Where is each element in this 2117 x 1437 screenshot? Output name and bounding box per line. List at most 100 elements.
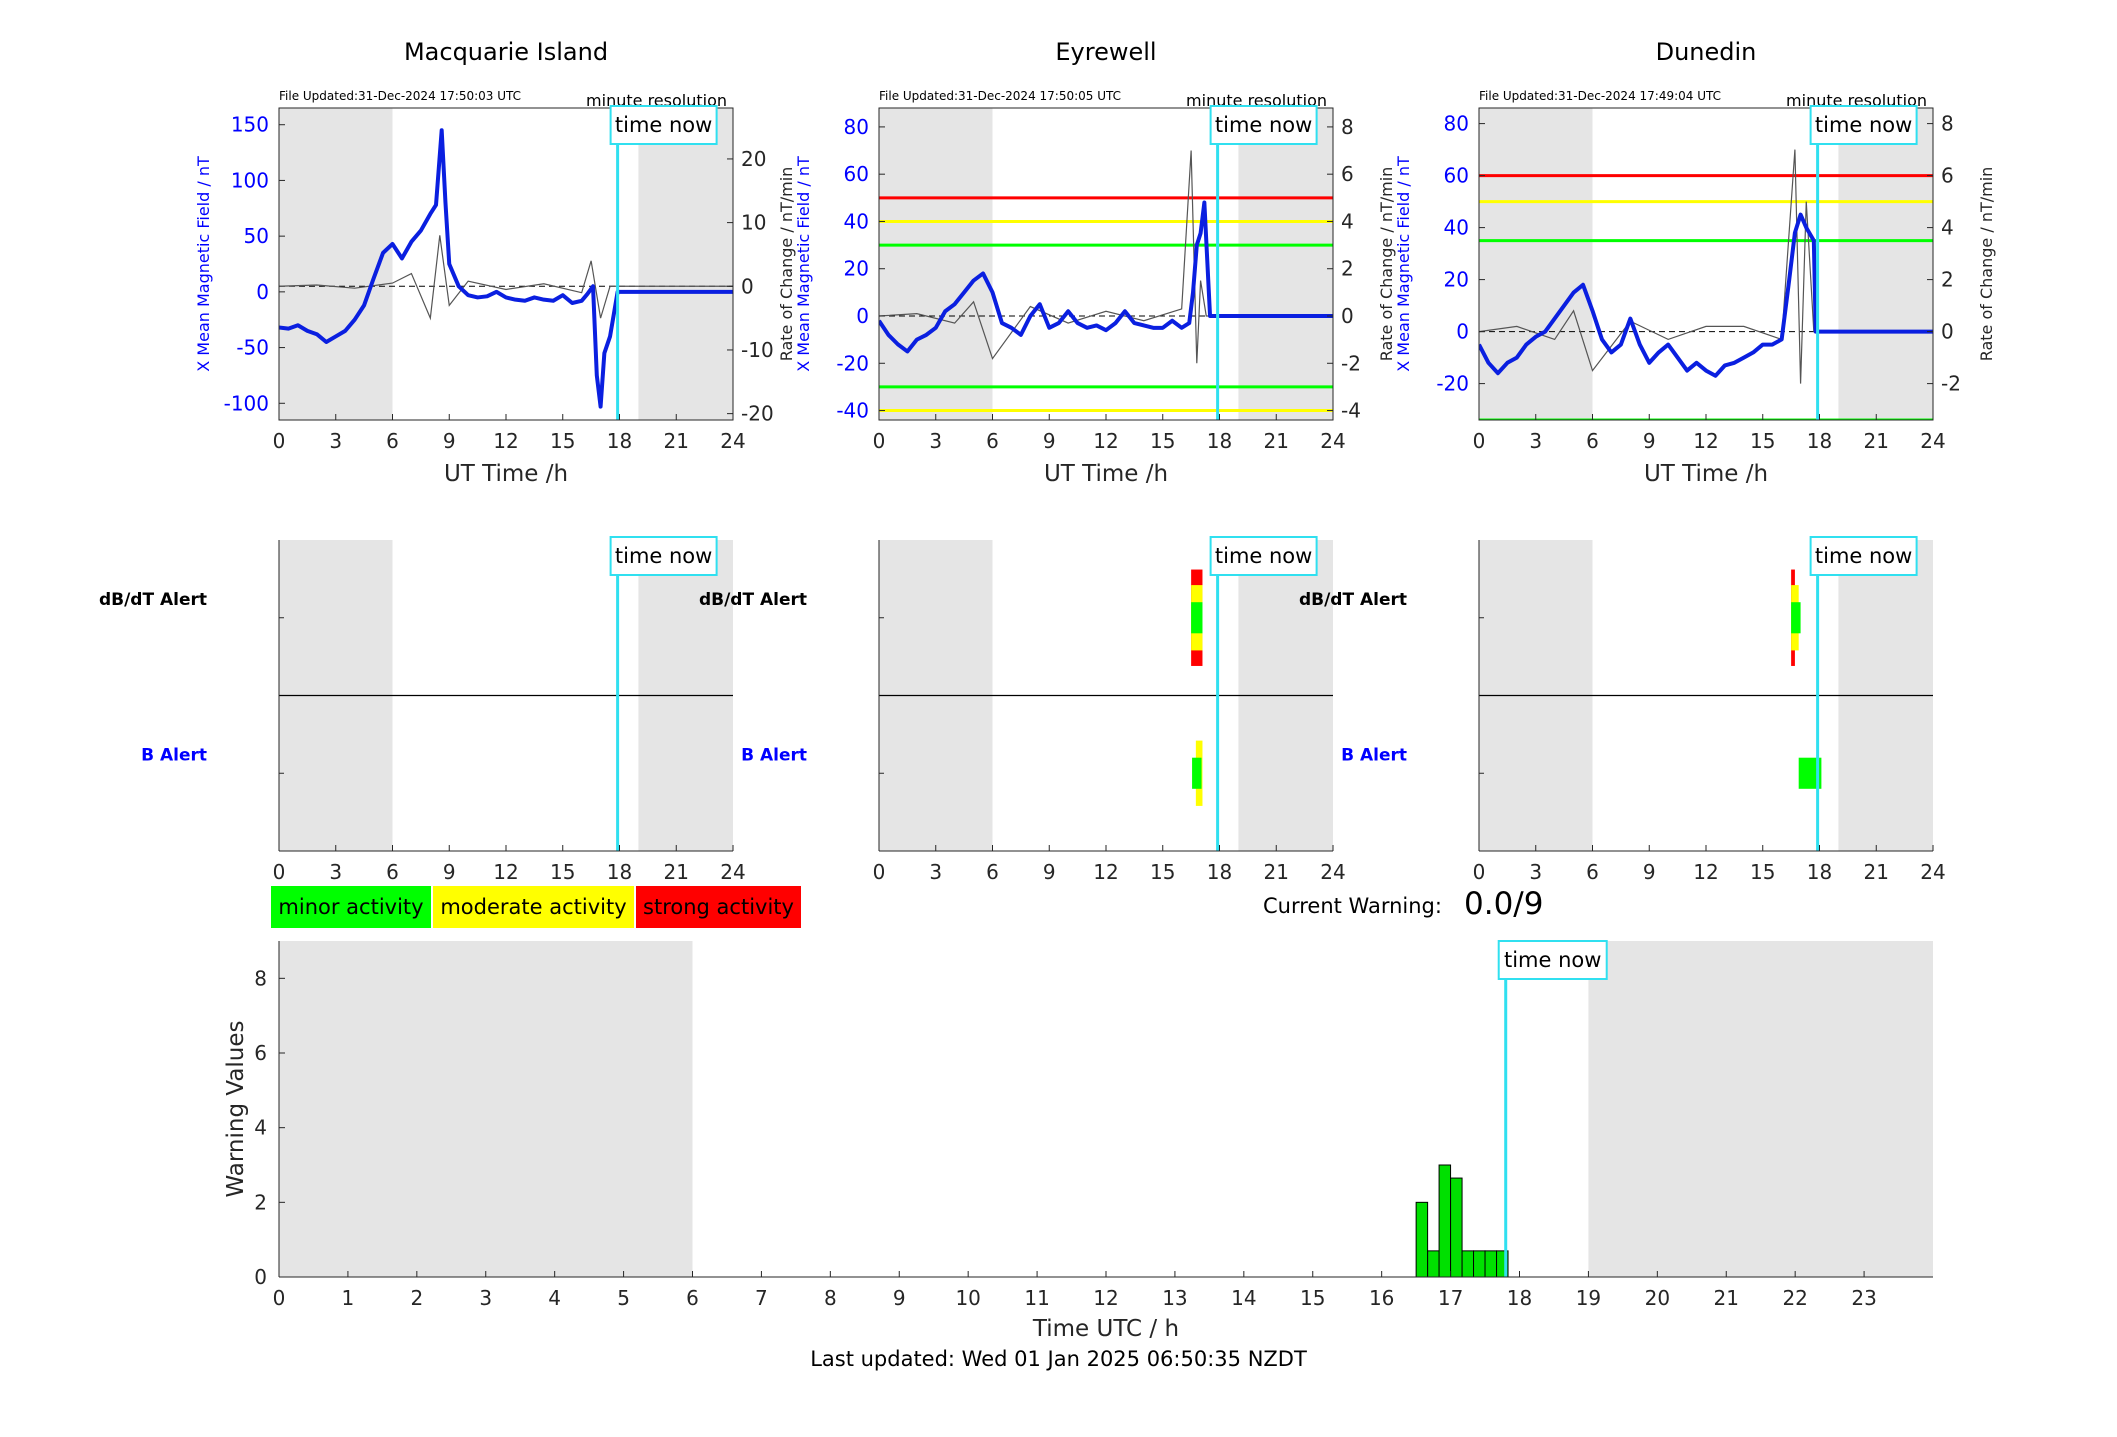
x-tick-label: 9: [1043, 429, 1056, 453]
x-tick-label: 21: [1864, 429, 1889, 453]
y-tick-label-right: -2: [1941, 372, 1961, 396]
y-axis-label-left: X Mean Magnetic Field / nT: [794, 156, 813, 372]
x-axis-label: UT Time /h: [1644, 461, 1768, 487]
time-now-label: time now: [1815, 113, 1912, 137]
y-tick-label: 4: [254, 1116, 267, 1140]
x-tick-label: 6: [386, 429, 399, 453]
x-tick-label: 6: [1586, 860, 1599, 884]
current-warning-value: 0.0/9: [1464, 886, 1544, 922]
y-tick-label-right: 2: [1341, 257, 1354, 281]
x-tick-label: 20: [1645, 1286, 1670, 1310]
night-shade: [638, 108, 733, 420]
x-tick-label: 9: [443, 429, 456, 453]
x-axis-label: UT Time /h: [444, 461, 568, 487]
x-tick-label: 18: [1507, 1286, 1532, 1310]
y-axis-label-right: Rate of Change / nT/min: [1377, 167, 1396, 362]
y-tick-label-left: -50: [236, 336, 269, 360]
time-now-box: [1209, 536, 1318, 576]
x-tick-label: 24: [1320, 429, 1345, 453]
x-tick-label: 12: [1693, 429, 1718, 453]
alert-segment-minor: [1798, 757, 1822, 789]
x-tick-label: 10: [955, 1286, 980, 1310]
plot-area: [1479, 108, 1933, 420]
legend-moderate-activity: moderate activity: [433, 886, 634, 928]
x-tick-label: 6: [986, 860, 999, 884]
y-tick-label-left: 100: [231, 168, 269, 192]
x-tick-label: 23: [1851, 1286, 1876, 1310]
magnetic-field-series: [279, 128, 733, 409]
x-tick-label: 15: [1150, 860, 1175, 884]
y-tick-label-left: 60: [844, 162, 869, 186]
x-tick-label: 3: [1529, 429, 1542, 453]
y-axis-label: Warning Values: [223, 1020, 249, 1197]
x-tick-label: 9: [1643, 429, 1656, 453]
x-tick-label: 21: [1264, 860, 1289, 884]
y-tick-label-left: 40: [1444, 216, 1469, 240]
y-tick-label-right: 0: [741, 274, 754, 298]
x-tick-label: 18: [607, 860, 632, 884]
x-tick-label: 12: [1693, 860, 1718, 884]
last-updated: Last updated: Wed 01 Jan 2025 06:50:35 N…: [810, 1347, 1307, 1371]
y-tick-label-right: -10: [741, 338, 774, 362]
time-now-label: time now: [615, 113, 712, 137]
y-tick-label-right: 20: [741, 147, 766, 171]
alert-panel-1: 0 3 6 9 12 15 18 21 24 dB/dT Alert B Alert time now: [99, 536, 746, 884]
x-tick-label: 15: [1750, 429, 1775, 453]
time-now-box: [1809, 536, 1918, 576]
x-tick-label: 24: [1920, 860, 1945, 884]
night-shade: [1838, 108, 1933, 420]
time-now-box: [1497, 940, 1608, 980]
time-now-box: [609, 536, 718, 576]
current-warning-label: Current Warning:: [1263, 894, 1442, 918]
alert-segment-minor: [1191, 602, 1203, 634]
alert-segment-minor: [1791, 602, 1801, 634]
x-axis-label: UT Time /h: [1044, 461, 1168, 487]
y-tick-label-left: 20: [1444, 268, 1469, 292]
x-axis-label: Time UTC / h: [1032, 1316, 1179, 1342]
panel-title: Eyrewell: [1055, 38, 1156, 66]
x-tick-label: 8: [824, 1286, 837, 1310]
y-axis-label-right: Rate of Change / nT/min: [777, 167, 796, 362]
y-tick-label-right: 4: [1941, 216, 1954, 240]
legend-strong-activity: strong activity: [636, 886, 801, 928]
y-tick-label-left: -100: [224, 391, 269, 415]
time-now-box: [1809, 105, 1918, 145]
y-tick-label-right: 8: [1941, 112, 1954, 136]
x-tick-label: 9: [443, 860, 456, 884]
x-tick-label: 15: [1300, 1286, 1325, 1310]
x-tick-label: 7: [755, 1286, 768, 1310]
y-tick-label-left: 20: [844, 257, 869, 281]
rate-of-change-series: [879, 150, 1333, 364]
x-tick-label: 6: [386, 860, 399, 884]
file-updated-label: File Updated:31-Dec-2024 17:49:04 UTC: [1479, 89, 1721, 103]
y-axis-label-left: X Mean Magnetic Field / nT: [1394, 156, 1413, 372]
b-alert-label: B Alert: [141, 746, 207, 766]
y-tick-label-left: -40: [836, 399, 869, 423]
x-tick-label: 6: [986, 429, 999, 453]
x-tick-label: 24: [1320, 860, 1345, 884]
night-shade: [1479, 108, 1593, 420]
y-tick-label-left: -20: [1436, 372, 1469, 396]
file-updated-label: File Updated:31-Dec-2024 17:50:05 UTC: [879, 89, 1121, 103]
night-shade: [1588, 941, 1933, 1277]
x-tick-label: 18: [1207, 429, 1232, 453]
time-now-label: time now: [1815, 544, 1912, 568]
x-tick-label: 3: [929, 860, 942, 884]
y-tick-label: 6: [254, 1041, 267, 1065]
x-tick-label: 12: [493, 429, 518, 453]
time-now-label: time now: [1215, 544, 1312, 568]
x-tick-label: 0: [273, 429, 286, 453]
x-tick-label: 18: [1807, 860, 1832, 884]
y-tick-label: 8: [254, 966, 267, 990]
y-tick-label-right: 2: [1941, 268, 1954, 292]
time-now-label: time now: [615, 544, 712, 568]
warning-bar: [1427, 1250, 1440, 1278]
y-tick-label-left: -20: [836, 351, 869, 375]
x-tick-label: 5: [617, 1286, 630, 1310]
y-axis-label-left: X Mean Magnetic Field / nT: [194, 156, 213, 372]
x-tick-label: 18: [607, 429, 632, 453]
time-now-box: [1209, 105, 1318, 145]
y-tick-label-right: 6: [1341, 162, 1354, 186]
x-tick-label: 16: [1369, 1286, 1394, 1310]
